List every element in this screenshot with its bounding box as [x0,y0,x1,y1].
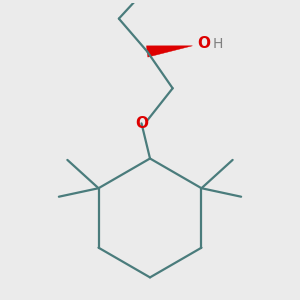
Text: O: O [197,36,210,51]
Polygon shape [146,46,193,57]
Text: H: H [212,37,223,50]
Text: O: O [135,116,148,131]
